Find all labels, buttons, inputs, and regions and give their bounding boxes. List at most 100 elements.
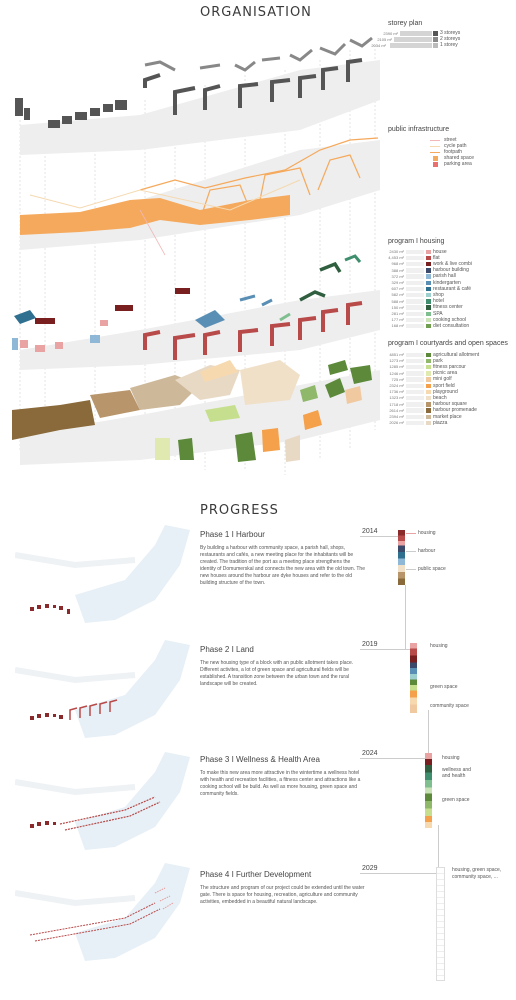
legend-bar <box>406 414 424 419</box>
legend-label: cooking school <box>433 316 467 323</box>
legend-value: 4851 m² <box>389 352 404 357</box>
legend-value: 1246 m² <box>389 370 404 376</box>
legend-label: harbour square <box>433 401 467 408</box>
legend-bar <box>406 274 424 279</box>
legend-label: beach <box>433 394 447 401</box>
legend-swatch <box>426 292 431 298</box>
legend-label: market place <box>433 413 462 420</box>
legend-bar <box>406 317 424 323</box>
legend-value: 2034 m² <box>371 43 386 48</box>
legend-bar <box>406 358 424 364</box>
legend-label: flat <box>433 254 440 261</box>
legend-bar <box>406 389 424 395</box>
legend-bar <box>406 305 424 310</box>
phase-2-label: green space <box>430 684 458 690</box>
legend-label: shop <box>433 291 444 298</box>
legend-label: harbour building <box>433 267 469 274</box>
legend-bar <box>406 292 424 298</box>
legend-value: 968 m² <box>391 261 404 267</box>
legend-value: 372 m² <box>391 273 404 279</box>
phase-1-year: 2014 <box>362 528 378 535</box>
program-courtyards-title: program I courtyards and open spaces <box>388 340 508 347</box>
storey-plan-title: storey plan <box>388 20 423 27</box>
phase-1-label: harbour <box>418 548 436 554</box>
legend-bar <box>406 420 424 426</box>
phase-2-bar <box>410 643 417 713</box>
phase-4-title: Phase 4 I Further Development <box>200 870 312 879</box>
legend-value: 2394 m² <box>389 414 404 419</box>
legend-bar <box>406 402 424 407</box>
phase-4-year: 2029 <box>362 865 378 872</box>
courtyards-open-spaces-layer <box>12 360 380 465</box>
storey-plan-layer <box>15 36 380 155</box>
phase-1-text: By building a harbour with community spa… <box>200 545 365 586</box>
legend-label: picnic area <box>433 370 458 377</box>
legend-swatch <box>426 395 431 401</box>
phase-3-label: housing <box>442 755 460 761</box>
phase-4-bar <box>436 867 445 981</box>
legend-swatch <box>426 383 431 388</box>
public-infrastructure-legend: street cycle path footpath shared space … <box>430 137 510 173</box>
phase-3-title: Phase 3 I Wellness & Health Area <box>200 755 320 764</box>
timeline-vline <box>438 825 439 875</box>
legend-value: 1285 m² <box>389 364 404 370</box>
legend-label: piazza <box>433 419 448 426</box>
legend-label: house <box>433 248 447 255</box>
legend-label: parking area <box>444 161 472 167</box>
timeline-vline <box>405 585 406 650</box>
legend-label: kindergarten <box>433 279 461 286</box>
phase-2-label: community space <box>430 703 469 709</box>
legend-swatch <box>426 414 431 419</box>
legend-label: harbour promenade <box>433 407 477 414</box>
legend-bar <box>406 299 424 304</box>
legend-value: 2614 m² <box>389 407 404 413</box>
legend-value: 150 m² <box>391 304 404 310</box>
organisation-axonometric-diagram <box>12 36 380 475</box>
legend-swatch <box>426 249 431 254</box>
public-infrastructure-title: public infrastructure <box>388 126 450 133</box>
legend-bar <box>406 371 424 376</box>
legend-swatch <box>426 402 431 407</box>
legend-value: 607 m² <box>391 286 404 292</box>
legend-swatch <box>426 408 431 413</box>
legend-label: cycle path <box>444 143 467 149</box>
phase-3-bar <box>425 753 432 828</box>
swatch <box>433 37 438 42</box>
street-swatch <box>430 140 440 141</box>
program-housing-legend: 2430 m² house 4,453 m² flat 968 m² work & liv… <box>378 249 512 333</box>
phase-2-title: Phase 2 I Land <box>200 645 254 654</box>
legend-value: 177 m² <box>391 317 404 323</box>
legend-value: 588 m² <box>391 298 404 304</box>
legend-value: 725 m² <box>391 376 404 382</box>
storey-plan-legend: 2390 m² 2105 m² 2034 m² 3 storeys 2 stor… <box>360 30 510 52</box>
phase-4-text: The structure and program of our project… <box>200 885 365 905</box>
legend-value: 329 m² <box>391 280 404 285</box>
legend-label: street <box>444 137 457 143</box>
phase-3-year: 2024 <box>362 750 378 757</box>
cycle-path-swatch <box>430 146 440 147</box>
program-courtyards-legend: 4851 m² agricultural allotment 1273 m² park… <box>378 352 512 430</box>
legend-value: 1273 m² <box>389 358 404 364</box>
legend-value: 1718 m² <box>389 401 404 407</box>
timeline-line <box>360 536 400 537</box>
legend-bar <box>406 261 424 267</box>
legend-value: 2390 m² <box>383 31 398 36</box>
phase-3-map <box>15 752 190 850</box>
legend-swatch <box>426 358 431 364</box>
legend-swatch <box>426 389 431 395</box>
shared-space-swatch <box>433 156 438 161</box>
legend-label: parish hall <box>433 273 456 280</box>
phase-1-label: housing <box>418 530 436 536</box>
legend-label: hotel <box>433 298 444 305</box>
legend-label: park <box>433 357 443 364</box>
timeline: 2014 2019 2024 2029 housing harbour publ… <box>360 525 510 985</box>
organisation-heading: ORGANISATION <box>200 5 312 20</box>
public-infrastructure-layer <box>20 137 380 256</box>
legend-bar <box>406 249 424 254</box>
phase-1-title: Phase 1 I Harbour <box>200 530 265 539</box>
legend-label: restaurant & café <box>433 285 472 292</box>
legend-swatch <box>426 420 431 426</box>
legend-swatch <box>426 377 431 382</box>
storey-bar-1 <box>390 43 432 48</box>
legend-swatch <box>426 299 431 304</box>
